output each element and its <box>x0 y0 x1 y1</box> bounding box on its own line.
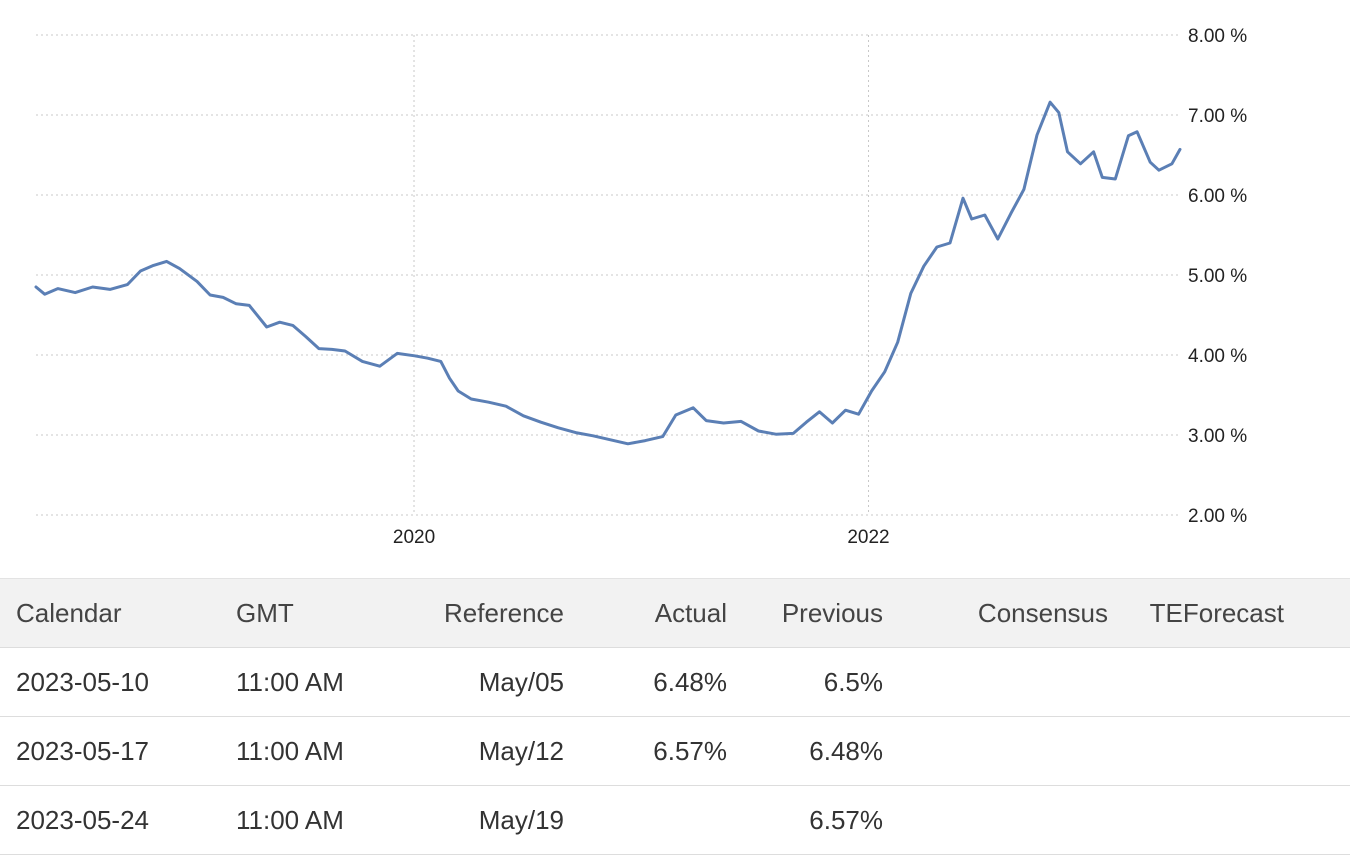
chart-series-layer <box>34 100 1182 446</box>
y-tick-label: 3.00 % <box>1188 426 1247 447</box>
x-tick-label: 2022 <box>847 527 889 548</box>
table-row: 2023-05-10 11:00 AM May/05 6.48% 6.5% <box>0 648 1350 717</box>
cell-actual: 6.57% <box>653 735 727 766</box>
series-line <box>34 100 1182 446</box>
cell-gmt: 11:00 AM <box>236 666 344 697</box>
y-tick-label: 5.00 % <box>1188 266 1247 287</box>
y-axis-tick-labels: 2.00 % 3.00 % 4.00 % 5.00 % 6.00 % 7.00 % 8.00… <box>1188 26 1247 527</box>
cell-reference: May/05 <box>478 666 564 697</box>
x-tick-label: 2020 <box>393 527 435 548</box>
cell-consensus <box>883 786 1108 855</box>
header-previous: Previous <box>781 597 883 628</box>
cell-reference: May/19 <box>478 804 564 835</box>
header-consensus: Consensus <box>977 597 1108 628</box>
calendar-table: Calendar GMT Reference Actual Previous C… <box>0 578 1350 855</box>
y-tick-label: 8.00 % <box>1188 26 1247 47</box>
y-tick-label: 4.00 % <box>1188 346 1247 367</box>
cell-previous: 6.57% <box>809 804 883 835</box>
cell-calendar: 2023-05-17 <box>16 735 149 766</box>
y-tick-label: 7.00 % <box>1188 106 1247 127</box>
header-reference: Reference <box>444 597 564 628</box>
header-calendar: Calendar <box>16 597 122 628</box>
cell-teforecast <box>1108 648 1350 717</box>
cell-calendar: 2023-05-24 <box>16 804 149 835</box>
cell-previous: 6.48% <box>809 735 883 766</box>
chart-gridlines <box>36 34 1180 516</box>
cell-gmt: 11:00 AM <box>236 735 344 766</box>
table-header-row: Calendar GMT Reference Actual Previous C… <box>0 578 1350 648</box>
calendar-table-container: Calendar GMT Reference Actual Previous C… <box>0 578 1350 855</box>
cell-actual: 6.48% <box>653 666 727 697</box>
cell-previous: 6.5% <box>823 666 883 697</box>
cell-consensus <box>883 648 1108 717</box>
cell-actual <box>564 786 727 855</box>
table-row: 2023-05-24 11:00 AM May/19 6.57% <box>0 786 1350 855</box>
y-tick-label: 2.00 % <box>1188 506 1247 527</box>
cell-teforecast <box>1108 786 1350 855</box>
table-row: 2023-05-17 11:00 AM May/12 6.57% 6.48% <box>0 717 1350 786</box>
cell-gmt: 11:00 AM <box>236 804 344 835</box>
cell-teforecast <box>1108 717 1350 786</box>
mortgage-rate-line-chart: 2.00 % 3.00 % 4.00 % 5.00 % 6.00 % 7.00 % 8.00… <box>34 26 1247 548</box>
header-actual: Actual <box>654 597 727 628</box>
cell-reference: May/12 <box>478 735 564 766</box>
y-tick-label: 6.00 % <box>1188 186 1247 207</box>
cell-consensus <box>883 717 1108 786</box>
cell-calendar: 2023-05-10 <box>16 666 149 697</box>
x-axis-tick-labels: 2020 2022 <box>393 527 890 548</box>
header-teforecast: TEForecast <box>1149 597 1284 628</box>
header-gmt: GMT <box>236 597 294 628</box>
